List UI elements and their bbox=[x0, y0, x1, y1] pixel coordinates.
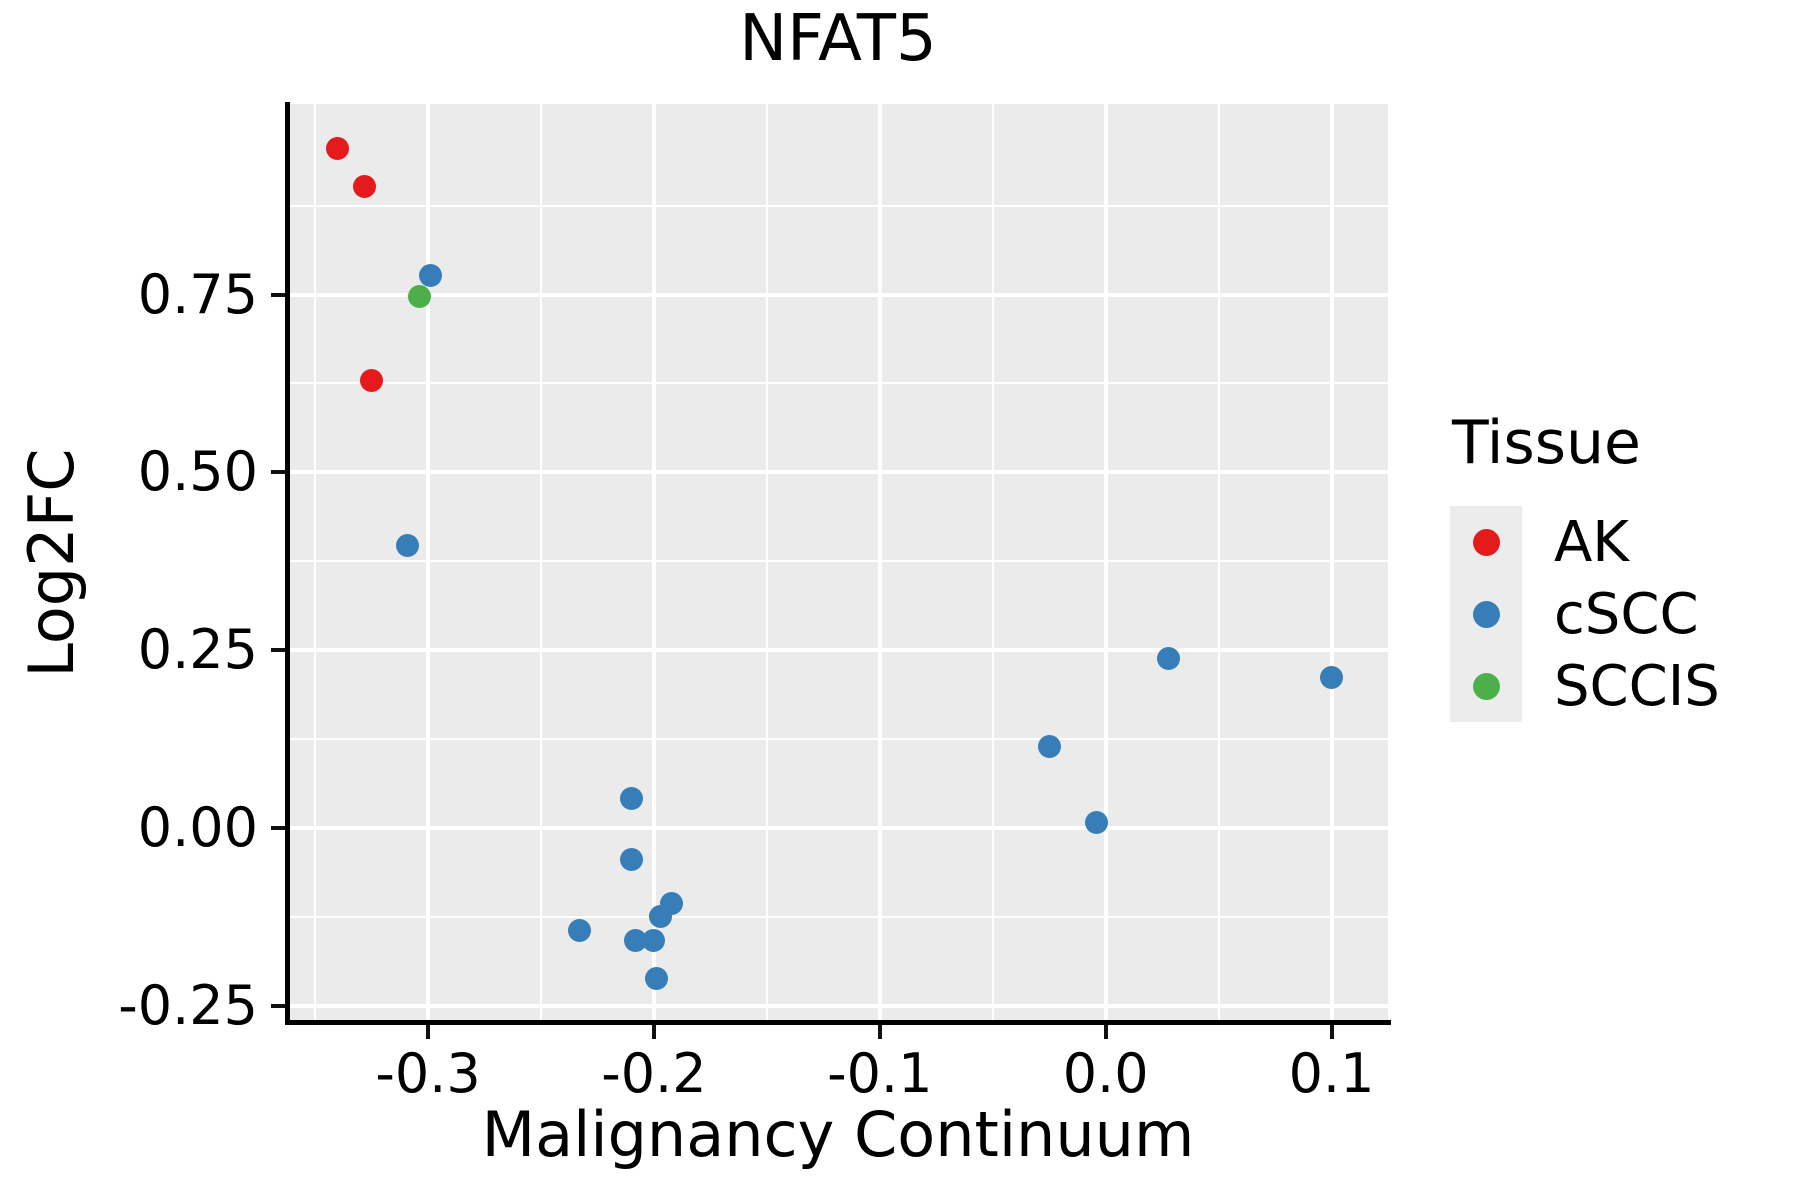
data-point-cscc bbox=[567, 919, 591, 943]
legend-item-label: SCCIS bbox=[1554, 653, 1720, 719]
gridline-major-horizontal bbox=[288, 292, 1388, 297]
gridline-minor-horizontal bbox=[288, 204, 1388, 207]
gridline-minor-horizontal bbox=[288, 382, 1388, 385]
gridline-minor-horizontal bbox=[288, 560, 1388, 563]
legend-title: Tissue bbox=[1452, 408, 1641, 478]
gridline-major-vertical bbox=[651, 104, 656, 1022]
data-point-cscc bbox=[1085, 811, 1109, 835]
x-tick-mark bbox=[651, 1025, 656, 1039]
x-axis-title: Malignancy Continuum bbox=[481, 1098, 1195, 1171]
gridline-minor-vertical bbox=[1217, 104, 1220, 1022]
x-tick-label: -0.3 bbox=[375, 1042, 481, 1105]
legend-dot-ak bbox=[1472, 528, 1500, 556]
x-tick-label: -0.1 bbox=[827, 1042, 933, 1105]
y-tick-label: 0.25 bbox=[137, 618, 258, 682]
legend-item-ak: AK bbox=[1440, 506, 1720, 578]
legend-dot-cscc bbox=[1472, 600, 1500, 628]
gridline-minor-vertical bbox=[539, 104, 542, 1022]
gridline-major-horizontal bbox=[288, 1003, 1388, 1008]
plot-panel bbox=[288, 104, 1388, 1022]
y-tick-label: 0.00 bbox=[137, 795, 258, 859]
gridline-major-vertical bbox=[877, 104, 882, 1022]
data-point-ak bbox=[326, 137, 350, 161]
x-tick-label: 0.0 bbox=[1062, 1042, 1149, 1105]
legend: Tissue AK cSCC SCCIS bbox=[1440, 408, 1720, 722]
gridline-minor-horizontal bbox=[288, 915, 1388, 918]
y-tick-label: 0.50 bbox=[137, 440, 258, 504]
x-tick-mark bbox=[426, 1025, 431, 1039]
plot-title: NFAT5 bbox=[739, 2, 937, 76]
legend-item-label: cSCC bbox=[1554, 581, 1699, 647]
legend-key bbox=[1450, 650, 1522, 722]
data-point-cscc bbox=[1320, 665, 1344, 689]
legend-item-cscc: cSCC bbox=[1440, 578, 1720, 650]
x-tick-mark bbox=[1103, 1025, 1108, 1039]
y-axis-line bbox=[285, 102, 290, 1025]
data-point-sccis bbox=[407, 285, 431, 309]
y-axis-title: Log2FC bbox=[15, 448, 88, 678]
legend-dot-sccis bbox=[1472, 672, 1500, 700]
gridline-major-vertical bbox=[1329, 104, 1334, 1022]
x-tick-mark bbox=[1329, 1025, 1334, 1039]
data-point-ak bbox=[360, 369, 384, 393]
legend-key bbox=[1450, 578, 1522, 650]
data-point-cscc bbox=[619, 787, 643, 811]
gridline-major-vertical bbox=[426, 104, 431, 1022]
y-tick-label: 0.75 bbox=[137, 262, 258, 326]
legend-item-label: AK bbox=[1554, 509, 1630, 575]
gridline-minor-horizontal bbox=[288, 737, 1388, 740]
y-tick-mark bbox=[271, 825, 285, 830]
y-tick-mark bbox=[271, 470, 285, 475]
data-point-cscc bbox=[1157, 647, 1181, 671]
y-tick-mark bbox=[271, 648, 285, 653]
data-point-cscc bbox=[644, 967, 668, 991]
y-tick-mark bbox=[271, 292, 285, 297]
y-tick-label: -0.25 bbox=[118, 973, 258, 1037]
gridline-major-vertical bbox=[1103, 104, 1108, 1022]
data-point-cscc bbox=[396, 534, 420, 558]
data-point-cscc bbox=[418, 263, 442, 287]
gridline-major-horizontal bbox=[288, 470, 1388, 475]
x-tick-label: 0.1 bbox=[1288, 1042, 1375, 1105]
data-point-cscc bbox=[624, 928, 648, 952]
gridline-minor-vertical bbox=[991, 104, 994, 1022]
data-point-cscc bbox=[1037, 735, 1061, 759]
y-tick-mark bbox=[271, 1003, 285, 1008]
x-tick-label: -0.2 bbox=[601, 1042, 707, 1105]
gridline-major-horizontal bbox=[288, 825, 1388, 830]
data-point-cscc bbox=[642, 928, 666, 952]
gridline-minor-vertical bbox=[314, 104, 317, 1022]
data-point-ak bbox=[353, 174, 377, 198]
gridline-major-horizontal bbox=[288, 648, 1388, 653]
legend-item-sccis: SCCIS bbox=[1440, 650, 1720, 722]
data-point-cscc bbox=[649, 904, 673, 928]
gridline-minor-vertical bbox=[765, 104, 768, 1022]
legend-items: AK cSCC SCCIS bbox=[1440, 506, 1720, 722]
data-point-cscc bbox=[619, 847, 643, 871]
legend-key bbox=[1450, 506, 1522, 578]
x-axis-line bbox=[285, 1020, 1391, 1025]
x-tick-mark bbox=[877, 1025, 882, 1039]
